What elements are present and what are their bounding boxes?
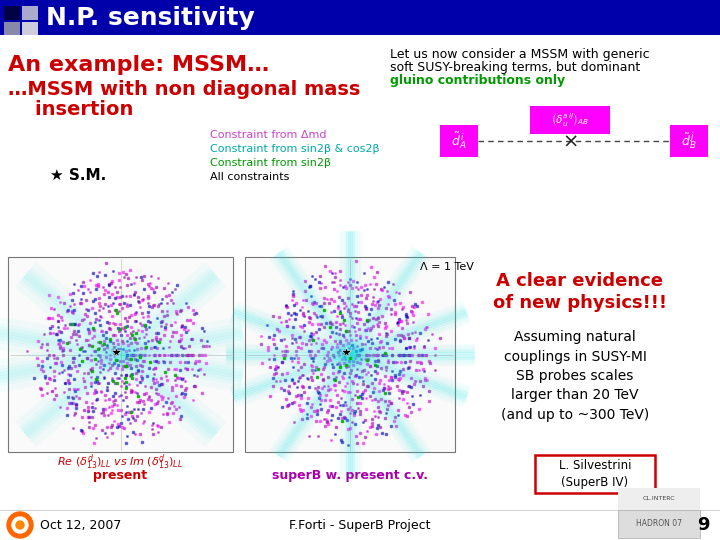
Text: $\tilde{d}^{\,i}_{A}$: $\tilde{d}^{\,i}_{A}$ <box>451 131 467 151</box>
Text: CL.INTERC: CL.INTERC <box>643 496 675 502</box>
Text: Let us now consider a MSSM with generic: Let us now consider a MSSM with generic <box>390 48 649 61</box>
Circle shape <box>16 521 24 529</box>
Text: N.P. sensitivity: N.P. sensitivity <box>46 5 255 30</box>
Text: Constraint from Δmd: Constraint from Δmd <box>210 130 326 140</box>
Bar <box>618 510 700 538</box>
Bar <box>22 6 38 20</box>
Bar <box>245 257 455 452</box>
Bar <box>670 125 708 157</box>
Text: $\tilde{d}^{\,j}_{B}$: $\tilde{d}^{\,j}_{B}$ <box>681 131 697 152</box>
Bar <box>618 488 700 510</box>
Bar <box>535 455 655 493</box>
Text: L. Silvestrini
(SuperB IV): L. Silvestrini (SuperB IV) <box>559 459 631 489</box>
Text: gluino contributions only: gluino contributions only <box>390 74 565 87</box>
Text: Constraint from sin2β & cos2β: Constraint from sin2β & cos2β <box>210 144 379 154</box>
Bar <box>4 22 20 36</box>
Bar <box>0 0 720 35</box>
Bar <box>440 125 478 157</box>
Circle shape <box>7 512 33 538</box>
Bar <box>530 106 610 134</box>
Text: $\times$: $\times$ <box>562 132 578 151</box>
Text: present: present <box>93 469 147 482</box>
Text: ★ S.M.: ★ S.M. <box>50 167 107 183</box>
Text: A clear evidence
of new physics!!!: A clear evidence of new physics!!! <box>493 272 667 312</box>
Text: An example: MSSM…: An example: MSSM… <box>8 55 269 75</box>
Text: Constraint from sin2β: Constraint from sin2β <box>210 158 331 168</box>
Text: …MSSM with non diagonal mass: …MSSM with non diagonal mass <box>8 80 361 99</box>
Text: $\left(\delta^{a\,ij}_{u}\right)_{AB}$: $\left(\delta^{a\,ij}_{u}\right)_{AB}$ <box>551 111 589 129</box>
Bar <box>8 257 233 452</box>
Bar <box>4 6 20 20</box>
Bar <box>22 22 38 36</box>
Text: 9: 9 <box>698 516 710 534</box>
Text: HADRON 07: HADRON 07 <box>636 519 682 529</box>
Text: F.Forti - SuperB Project: F.Forti - SuperB Project <box>289 518 431 531</box>
Text: Re $(\delta^d_{13})_{LL}$ vs Im $(\delta^d_{13})_{LL}$: Re $(\delta^d_{13})_{LL}$ vs Im $(\delta… <box>57 452 183 472</box>
Text: Λ = 1 TeV: Λ = 1 TeV <box>420 262 474 272</box>
Text: Assuming natural
couplings in SUSY-MI
SB probes scales
larger than 20 TeV
(and u: Assuming natural couplings in SUSY-MI SB… <box>501 330 649 422</box>
Text: All constraints: All constraints <box>210 172 289 182</box>
Text: superB w. present c.v.: superB w. present c.v. <box>272 469 428 482</box>
Text: soft SUSY-breaking terms, but dominant: soft SUSY-breaking terms, but dominant <box>390 61 640 74</box>
Text: insertion: insertion <box>8 100 133 119</box>
Text: Oct 12, 2007: Oct 12, 2007 <box>40 518 122 531</box>
Circle shape <box>12 517 28 533</box>
